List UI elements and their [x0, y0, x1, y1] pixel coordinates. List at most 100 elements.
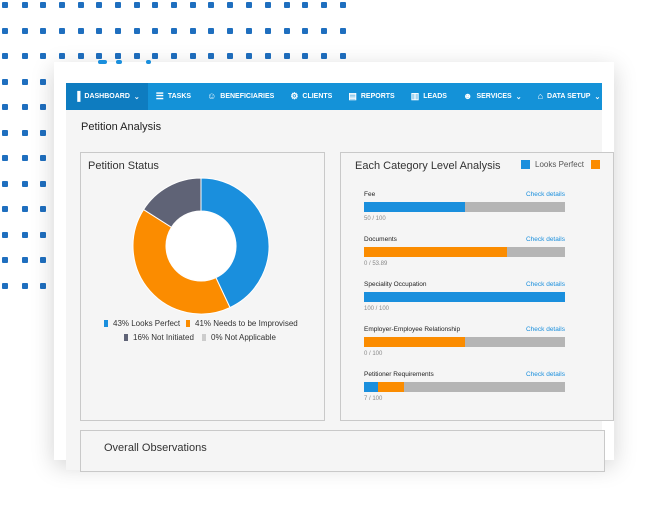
logo	[54, 55, 174, 71]
donut-legend-item: 41% Needs to be Improvised	[186, 319, 298, 328]
decorative-dot	[246, 53, 252, 59]
category-label: Speciality Occupation	[364, 281, 427, 288]
home-icon: ⌂	[537, 91, 544, 101]
decorative-dot	[40, 206, 46, 212]
decorative-dot	[2, 181, 8, 187]
category-score: 50 / 100	[364, 216, 386, 222]
decorative-dot	[134, 2, 140, 8]
nav-item-leads[interactable]: ▥ LEADS	[403, 83, 455, 110]
chevron-down-icon: ⌄	[515, 93, 522, 101]
decorative-dot	[40, 104, 46, 110]
decorative-dot	[284, 28, 290, 34]
decorative-dot	[40, 181, 46, 187]
nav-item-tasks[interactable]: ☰ TASKS	[148, 83, 199, 110]
nav-item-dashboard[interactable]: ▐ DASHBOARD ⌄	[66, 83, 148, 110]
services-icon: ☻	[462, 91, 473, 101]
category-legend-item	[591, 160, 605, 169]
donut-slice-needs-to-be-improvised[interactable]	[132, 208, 231, 315]
category-bar-track	[364, 292, 565, 302]
decorative-dot	[40, 155, 46, 161]
decorative-dot	[2, 28, 8, 34]
decorative-dot	[340, 53, 346, 59]
decorative-dot	[96, 53, 102, 59]
category-score: 0 / 53.89	[364, 261, 388, 267]
decorative-dot	[22, 206, 28, 212]
decorative-dot	[227, 28, 233, 34]
decorative-dot	[340, 28, 346, 34]
main-nav: ▐ DASHBOARD ⌄ ☰ TASKS ☺ BENEFICIARIES ⚙ CLIENTS ▤…	[66, 83, 602, 110]
donut-slice-looks-perfect[interactable]	[200, 177, 270, 309]
category-bar-segment	[364, 382, 379, 392]
decorative-dot	[40, 257, 46, 263]
decorative-dot	[96, 28, 102, 34]
decorative-dot	[208, 2, 214, 8]
decorative-dot	[2, 104, 8, 110]
decorative-dot	[321, 28, 327, 34]
nav-item-label: REPORTS	[360, 93, 395, 100]
category-label: Petitioner Requirements	[364, 371, 434, 378]
category-score: 100 / 100	[364, 306, 390, 312]
reports-icon: ▤	[348, 91, 357, 101]
decorative-dot	[115, 2, 121, 8]
check-details-link[interactable]: Check details	[525, 236, 565, 243]
nav-item-services[interactable]: ☻ SERVICES ⌄	[455, 83, 530, 110]
legend-label: 41% Needs to be Improvised	[195, 319, 298, 328]
nav-item-reports[interactable]: ▤ REPORTS	[340, 83, 402, 110]
nav-item-label: BENEFICIARIES	[220, 93, 275, 100]
decorative-dot	[284, 2, 290, 8]
decorative-dot	[265, 28, 271, 34]
decorative-dot	[302, 2, 308, 8]
page-title: Petition Analysis	[81, 121, 162, 133]
petition-status-title: Petition Status	[88, 160, 159, 172]
decorative-dot	[2, 79, 8, 85]
legend-swatch	[104, 320, 108, 327]
nav-item-beneficiaries[interactable]: ☺ BENEFICIARIES	[199, 83, 282, 110]
decorative-dot	[171, 53, 177, 59]
decorative-dot	[59, 2, 65, 8]
category-score: 0 / 100	[364, 351, 383, 357]
decorative-dot	[22, 104, 28, 110]
decorative-dot	[2, 283, 8, 289]
check-details-link[interactable]: Check details	[525, 191, 565, 198]
decorative-dot	[22, 53, 28, 59]
decorative-dot	[190, 53, 196, 59]
category-label: Documents	[364, 236, 397, 243]
nav-item-label: SERVICES	[476, 93, 512, 100]
check-details-link[interactable]: Check details	[525, 371, 565, 378]
decorative-dot	[152, 2, 158, 8]
petition-status-donut-chart	[132, 177, 270, 315]
decorative-dot	[265, 53, 271, 59]
legend-swatch	[202, 334, 206, 341]
decorative-dot	[134, 53, 140, 59]
nav-item-clients[interactable]: ⚙ CLIENTS	[282, 83, 340, 110]
chevron-down-icon: ⌄	[133, 93, 140, 101]
decorative-dot	[40, 53, 46, 59]
decorative-dot	[2, 53, 8, 59]
category-bar-segment	[364, 337, 465, 347]
donut-legend-item: 16% Not Initiated	[124, 333, 194, 342]
decorative-dot	[190, 28, 196, 34]
decorative-dot	[227, 2, 233, 8]
legend-label: 0% Not Applicable	[211, 333, 276, 342]
legend-swatch	[591, 160, 600, 169]
category-bar-track	[364, 247, 565, 257]
category-analysis-title: Each Category Level Analysis	[355, 160, 501, 172]
category-bar-segment	[364, 247, 507, 257]
decorative-dot	[22, 283, 28, 289]
donut-slice-not-initiated[interactable]	[142, 177, 202, 228]
category-bar-track	[364, 202, 565, 212]
decorative-dot	[265, 2, 271, 8]
nav-item-data-setup[interactable]: ⌂ DATA SETUP ⌄	[530, 83, 609, 110]
decorative-dot	[40, 2, 46, 8]
category-score: 7 / 100	[364, 396, 383, 402]
check-details-link[interactable]: Check details	[525, 281, 565, 288]
decorative-dot	[22, 2, 28, 8]
legend-label: 43% Looks Perfect	[113, 319, 181, 328]
clients-icon: ⚙	[290, 91, 299, 101]
check-details-link[interactable]: Check details	[525, 326, 565, 333]
decorative-dot-grid	[0, 0, 360, 300]
beneficiary-icon: ☺	[207, 91, 217, 101]
decorative-dot	[40, 283, 46, 289]
legend-swatch	[186, 320, 190, 327]
category-bar-segment	[364, 202, 465, 212]
